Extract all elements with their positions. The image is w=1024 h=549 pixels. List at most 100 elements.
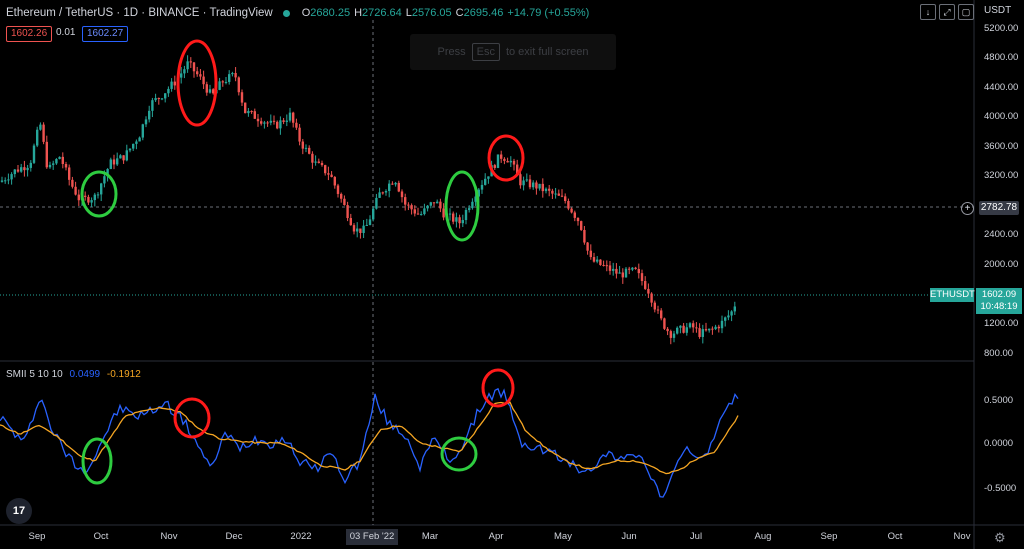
candle-body <box>138 137 141 142</box>
currency-selector[interactable]: USDT <box>984 5 1012 16</box>
candle-body <box>160 98 164 100</box>
candle-body <box>58 156 61 160</box>
candle-body <box>93 194 96 201</box>
time-tick: Mar <box>421 531 439 542</box>
candle-body <box>423 208 426 215</box>
candle-body <box>32 145 36 163</box>
candle-body <box>554 193 557 195</box>
candle-body <box>260 121 263 124</box>
indicator-tick: 0.0000 <box>984 438 1014 449</box>
ask-price-pill[interactable]: 1602.27 <box>82 26 129 42</box>
time-tick: Oct <box>887 531 903 542</box>
time-tick: Oct <box>93 531 109 542</box>
candle-body <box>477 189 480 197</box>
candle-body <box>701 329 704 337</box>
candle-body <box>240 92 244 103</box>
candle-body <box>253 111 256 119</box>
crosshair-date-label: 03 Feb '22 <box>346 529 398 545</box>
candle-body <box>308 147 311 154</box>
price-tick: 1200.00 <box>984 318 1019 329</box>
candle-body <box>208 89 212 93</box>
candle-body <box>205 84 208 93</box>
candle-body <box>68 167 71 180</box>
candle-body <box>669 331 672 338</box>
candle-body <box>503 158 506 161</box>
fullscreen-icon[interactable]: ▢ <box>958 4 974 20</box>
candle-body <box>564 196 567 201</box>
candle-body <box>164 93 167 99</box>
candle-body <box>448 213 452 215</box>
low-value: 2576.05 <box>411 7 452 19</box>
candle-body <box>544 188 548 192</box>
smii-lines <box>0 387 739 498</box>
annotation-circle-green <box>81 437 113 485</box>
candle-body <box>180 73 183 78</box>
candle-body <box>557 193 560 196</box>
candle-body <box>647 288 650 294</box>
candle-body <box>461 220 464 224</box>
candle-body <box>304 147 308 149</box>
candle-body <box>61 156 64 164</box>
candle-body <box>567 200 570 209</box>
candle-body <box>666 328 669 332</box>
gear-icon[interactable]: ⚙ <box>994 530 1006 545</box>
candle-body <box>522 180 525 186</box>
price-tick: 3200.00 <box>984 170 1019 181</box>
candle-body <box>727 315 730 318</box>
candle-body <box>74 186 77 195</box>
candle-body <box>644 281 647 289</box>
candle-body <box>733 306 736 312</box>
candle-body <box>717 326 720 329</box>
candle-body <box>231 73 234 75</box>
candle-body <box>429 202 432 206</box>
last-price-value: 1602.09 <box>981 289 1017 300</box>
candle-body <box>676 327 679 334</box>
candle-body <box>157 98 160 100</box>
candle-body <box>695 327 698 329</box>
expand-icon[interactable]: ⤢ <box>939 4 955 20</box>
candle-body <box>244 102 247 114</box>
candle-body <box>410 205 413 210</box>
candle-body <box>330 174 333 178</box>
candle-body <box>720 320 724 329</box>
candle-body <box>548 188 551 191</box>
candle-body <box>471 201 474 209</box>
candle-body <box>439 201 442 209</box>
candle-body <box>256 118 260 122</box>
tradingview-logo-icon[interactable]: 17 <box>6 498 32 524</box>
candle-body <box>196 71 199 75</box>
candle-body <box>87 196 90 203</box>
arrow-down-icon[interactable]: ↓ <box>920 4 936 20</box>
candle-body <box>484 178 487 185</box>
annotation-circle-green <box>80 170 118 218</box>
fullscreen-hint: Press Esc to exit full screen <box>410 34 616 70</box>
candle-body <box>714 326 717 330</box>
candle-body <box>132 143 135 149</box>
candle-body <box>618 272 621 274</box>
candle-body <box>432 202 436 204</box>
indicator-header[interactable]: SMII 5 10 10 0.0499 -0.1912 <box>6 369 141 380</box>
candle-body <box>560 195 564 197</box>
candle-body <box>551 190 554 194</box>
bid-price-pill[interactable]: 1602.26 <box>6 26 53 42</box>
candle-body <box>71 179 74 187</box>
add-alert-icon[interactable]: + <box>961 202 974 215</box>
candle-body <box>298 127 301 142</box>
candle-body <box>420 214 423 216</box>
candle-body <box>576 217 580 222</box>
candle-body <box>381 192 384 194</box>
candle-body <box>602 264 605 266</box>
candle-body <box>340 193 343 199</box>
candle-body <box>480 184 484 190</box>
candle-body <box>29 162 32 168</box>
time-tick: Jul <box>689 531 703 542</box>
candle-body <box>516 164 519 175</box>
candle-body <box>372 208 375 220</box>
candle-body <box>250 111 253 113</box>
open-value: 2680.25 <box>310 7 351 19</box>
candle-body <box>519 174 522 186</box>
price-tick: 4400.00 <box>984 82 1019 93</box>
candle-body <box>426 205 429 209</box>
candle-body <box>605 265 608 267</box>
